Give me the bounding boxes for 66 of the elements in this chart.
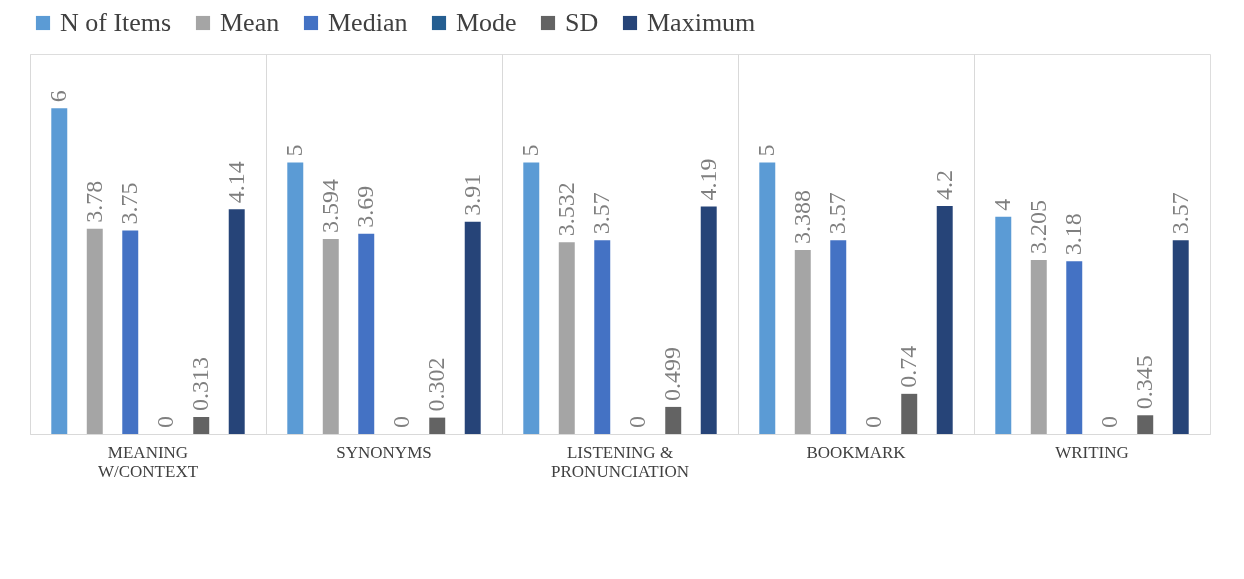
legend-label: Mode bbox=[456, 8, 517, 37]
bar bbox=[936, 206, 953, 434]
bar bbox=[995, 216, 1012, 434]
bar bbox=[322, 238, 339, 434]
x-tick-label: SYNONYMS bbox=[336, 442, 432, 462]
x-tick-label: MEANING W/CONTEXT bbox=[97, 442, 199, 481]
x-tick-label: LISTENING & PRONUNCIATION bbox=[551, 442, 689, 481]
bar bbox=[830, 240, 847, 434]
data-label: 0 bbox=[859, 416, 886, 428]
bar bbox=[759, 162, 776, 434]
data-label: 3.18 bbox=[1060, 213, 1087, 256]
bar bbox=[901, 393, 918, 434]
data-label: 3.57 bbox=[824, 192, 851, 235]
bar bbox=[228, 209, 245, 434]
data-label: 4.14 bbox=[222, 161, 249, 204]
bar bbox=[287, 162, 304, 434]
data-label: 0.499 bbox=[659, 346, 686, 401]
data-label: 3.57 bbox=[588, 192, 615, 235]
bar bbox=[665, 406, 682, 434]
bar bbox=[594, 240, 611, 434]
legend-label: Median bbox=[328, 8, 408, 37]
bar bbox=[1137, 415, 1154, 434]
bar bbox=[523, 162, 540, 434]
data-label: 3.91 bbox=[458, 173, 485, 216]
data-label: 4.19 bbox=[694, 158, 721, 201]
data-label: 5 bbox=[281, 144, 308, 157]
data-label: 0 bbox=[387, 416, 414, 428]
data-label: 4.2 bbox=[930, 170, 957, 200]
bar bbox=[122, 230, 139, 434]
bar bbox=[51, 108, 68, 434]
data-label: 6 bbox=[45, 90, 72, 103]
data-label: 3.57 bbox=[1166, 192, 1193, 235]
x-tick-label: WRITING bbox=[1055, 442, 1129, 462]
data-label: 5 bbox=[753, 144, 780, 157]
bar bbox=[358, 233, 375, 434]
bar bbox=[558, 242, 575, 434]
data-label: 3.78 bbox=[80, 180, 107, 223]
legend-label: Maximum bbox=[647, 8, 756, 37]
data-label: 0 bbox=[1095, 416, 1122, 428]
data-label: 3.205 bbox=[1024, 200, 1051, 255]
bar bbox=[86, 228, 103, 434]
data-label: 3.388 bbox=[788, 190, 815, 245]
data-label: 3.75 bbox=[116, 182, 143, 225]
data-label: 0.302 bbox=[423, 357, 450, 412]
data-label: 3.594 bbox=[316, 178, 343, 233]
legend-label: Mean bbox=[220, 8, 280, 37]
bar bbox=[1066, 261, 1083, 434]
bar bbox=[1172, 240, 1189, 434]
data-label: 0.345 bbox=[1131, 355, 1158, 410]
data-label: 0.74 bbox=[895, 345, 922, 388]
data-label: 5 bbox=[517, 144, 544, 157]
bar bbox=[464, 221, 481, 434]
data-label: 0 bbox=[151, 416, 178, 428]
data-label: 0 bbox=[623, 416, 650, 428]
data-label: 3.532 bbox=[552, 182, 579, 237]
bar bbox=[429, 417, 446, 434]
x-tick-label: BOOKMARK bbox=[806, 442, 907, 462]
bar bbox=[193, 417, 210, 434]
bar bbox=[794, 250, 811, 434]
data-label: 4 bbox=[989, 198, 1016, 211]
bar bbox=[700, 206, 717, 434]
data-label: 3.69 bbox=[352, 185, 379, 228]
legend-label: SD bbox=[565, 8, 599, 37]
data-label: 0.313 bbox=[187, 357, 214, 412]
bar bbox=[1030, 260, 1047, 434]
legend-label: N of Items bbox=[60, 8, 172, 37]
